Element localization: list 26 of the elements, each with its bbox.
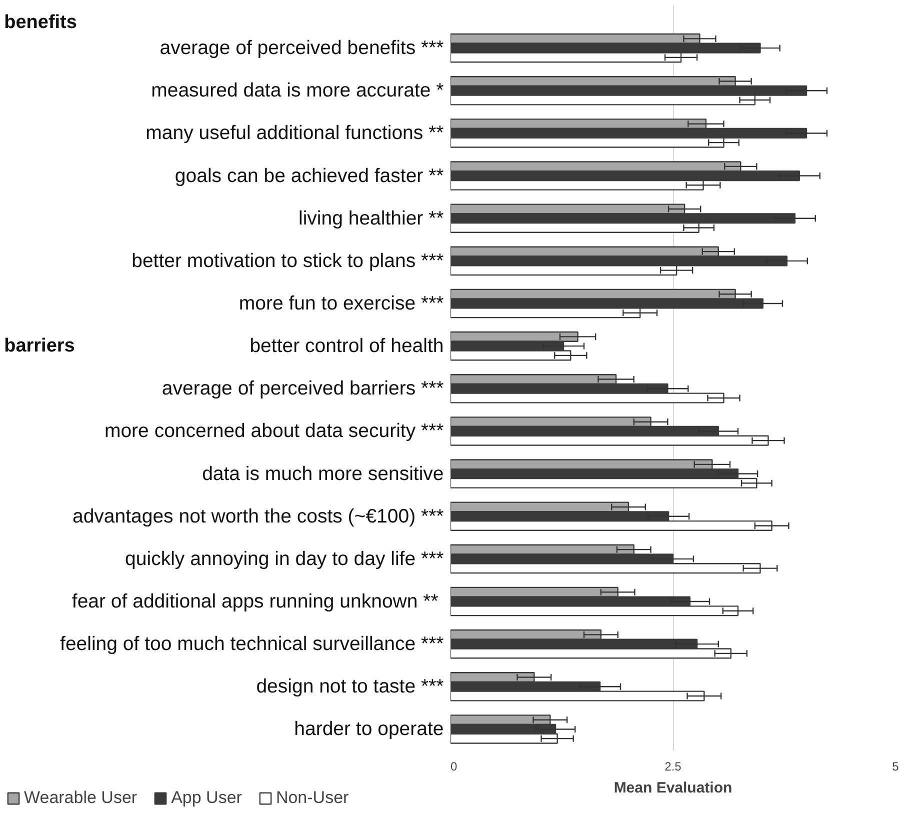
- y-tick-label: more concerned about data security ***: [104, 420, 444, 442]
- y-tick-label: quickly annoying in day to day life ***: [125, 548, 444, 570]
- text: benefits: [4, 12, 77, 34]
- legend-label: Wearable User: [24, 788, 138, 808]
- y-tick-label: design not to taste ***: [256, 676, 444, 698]
- y-tick-label: fear of additional apps running unknown **: [72, 590, 439, 612]
- y-tick-label: feeling of too much technical surveillance ***: [60, 633, 444, 656]
- legend-label: Non-User: [276, 788, 349, 808]
- y-tick-label: advantages not worth the costs (~€100) ***: [72, 505, 444, 528]
- y-tick-label: better motivation to stick to plans ***: [132, 250, 444, 272]
- x-tick-label: 0: [450, 760, 458, 774]
- x-tick-label: 5: [892, 760, 900, 774]
- y-tick-label: harder to operate: [294, 718, 444, 740]
- text: barriers: [4, 336, 75, 357]
- x-axis-title: Mean Evaluation: [614, 780, 732, 796]
- y-tick-label: average of perceived benefits ***: [160, 37, 444, 60]
- y-tick-label: goals can be achieved faster **: [174, 164, 444, 187]
- y-tick-label: many useful additional functions **: [146, 122, 444, 144]
- y-tick-label: more fun to exercise ***: [238, 292, 444, 314]
- y-tick-label: better control of health: [250, 335, 444, 358]
- y-tick-label: measured data is more accurate *: [151, 80, 444, 102]
- y-tick-label: living healthier **: [298, 207, 444, 230]
- y-tick-label: data is much more sensitive: [202, 462, 444, 485]
- legend-label: App User: [171, 788, 242, 808]
- x-tick-label: 2.5: [664, 760, 682, 774]
- y-tick-label: average of perceived barriers ***: [162, 378, 444, 400]
